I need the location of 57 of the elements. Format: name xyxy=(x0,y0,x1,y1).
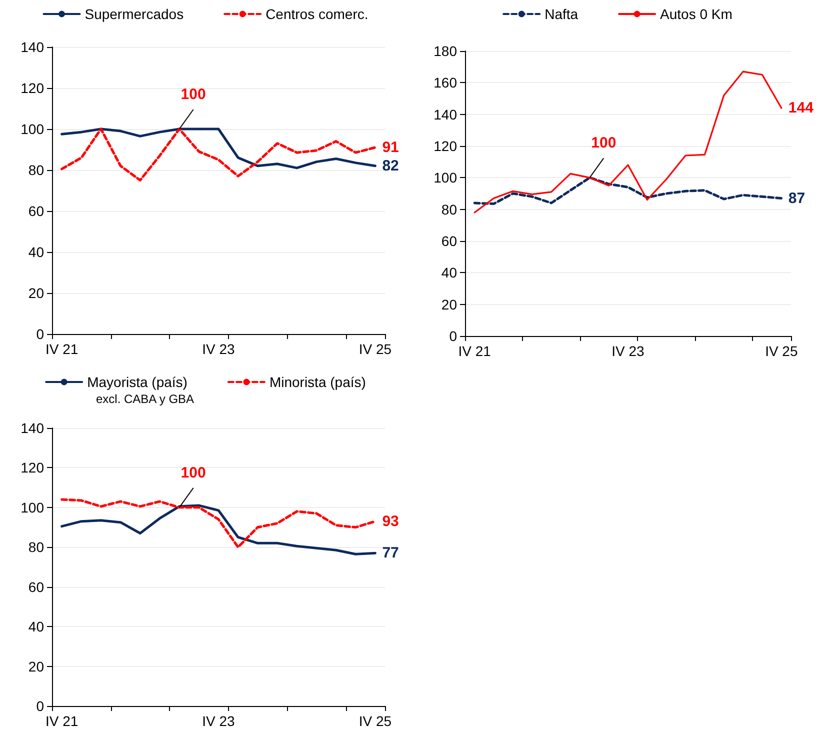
data-label: 100 xyxy=(591,134,616,152)
line-series xyxy=(60,504,376,556)
y-tick-label: 120 xyxy=(20,80,44,96)
x-tick-label: IV 21 xyxy=(45,341,78,357)
x-tick-label: IV 23 xyxy=(612,343,645,359)
data-label: 100 xyxy=(180,464,206,482)
y-tick-label: 120 xyxy=(434,138,458,154)
data-label: 91 xyxy=(382,138,399,156)
y-tick-label: 0 xyxy=(36,698,44,714)
x-tick-label: IV 25 xyxy=(765,343,798,359)
y-tick-label: 20 xyxy=(441,296,458,312)
y-tick-label: 80 xyxy=(28,162,44,178)
line-series xyxy=(474,70,782,214)
legend-label: Supermercados xyxy=(84,6,184,22)
x-tick-label: IV 25 xyxy=(358,713,392,729)
x-tick-label: IV 23 xyxy=(202,341,236,357)
y-tick-label: 140 xyxy=(434,106,458,122)
y-tick-label: 100 xyxy=(434,170,458,186)
legend-label: Nafta xyxy=(544,6,578,22)
data-label: 93 xyxy=(382,512,399,530)
y-tick-label: 0 xyxy=(449,328,458,344)
y-tick-label: 180 xyxy=(434,43,458,59)
x-tick-label: IV 21 xyxy=(458,343,492,359)
x-tick-label: IV 23 xyxy=(202,713,236,729)
y-tick-label: 100 xyxy=(20,121,44,137)
legend-label: Minorista (país) xyxy=(269,374,366,390)
y-tick-label: 60 xyxy=(28,578,44,595)
y-tick-label: 160 xyxy=(434,74,458,91)
data-label: 82 xyxy=(382,157,399,174)
x-tick-label: IV 21 xyxy=(45,713,78,729)
y-tick-label: 20 xyxy=(28,285,44,301)
data-label: 100 xyxy=(180,86,206,103)
data-label: 144 xyxy=(788,100,814,116)
line-series xyxy=(60,128,376,182)
y-tick-label: 60 xyxy=(28,203,44,219)
y-tick-label: 120 xyxy=(20,460,44,476)
y-tick-label: 60 xyxy=(441,233,458,249)
y-tick-label: 80 xyxy=(28,539,44,556)
y-tick-label: 0 xyxy=(36,326,44,342)
legend-label: Mayorista (país) xyxy=(87,374,188,390)
y-tick-label: 40 xyxy=(28,618,44,635)
y-tick-label: 100 xyxy=(20,499,44,516)
legend-label: Centros comerc. xyxy=(266,6,368,22)
x-tick-label: IV 25 xyxy=(358,341,392,357)
y-tick-label: 20 xyxy=(28,658,44,674)
line-series xyxy=(473,176,783,206)
y-tick-label: 140 xyxy=(20,39,44,55)
line-series xyxy=(60,498,376,548)
text: excl. CABA y GBA xyxy=(96,392,194,406)
data-label: 77 xyxy=(382,544,399,562)
line-series xyxy=(60,128,376,170)
y-tick-label: 140 xyxy=(20,420,44,436)
y-tick-label: 40 xyxy=(28,244,44,260)
legend-label: Autos 0 Km xyxy=(660,6,732,22)
data-label: 87 xyxy=(788,190,806,207)
y-tick-label: 80 xyxy=(441,201,458,218)
y-tick-label: 40 xyxy=(441,264,458,281)
